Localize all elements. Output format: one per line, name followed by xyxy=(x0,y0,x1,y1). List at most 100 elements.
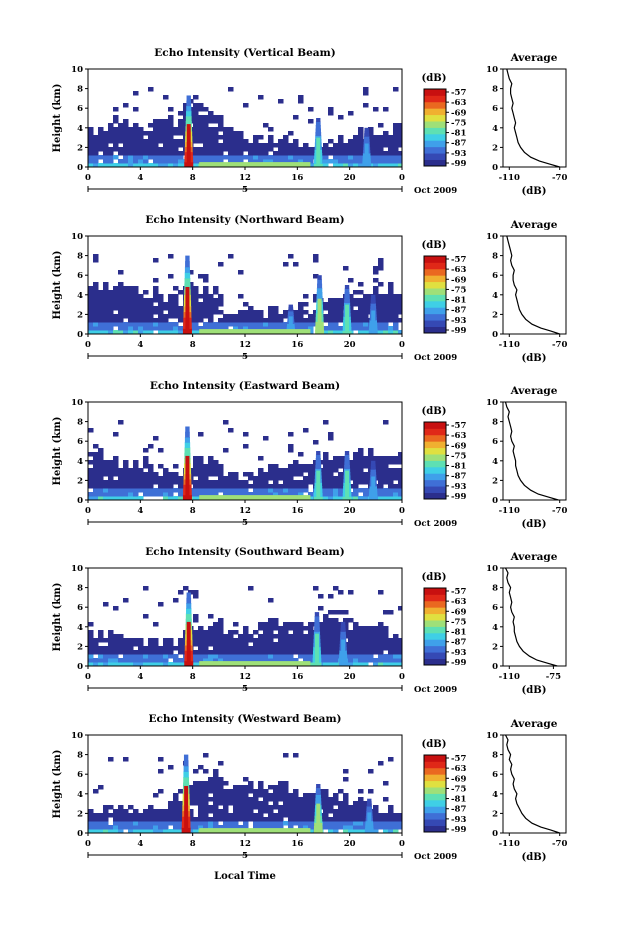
echo-cell xyxy=(278,781,284,786)
echo-cell xyxy=(243,432,249,437)
echo-cell xyxy=(118,472,124,477)
echo-cell xyxy=(323,147,329,152)
storm-column-cell xyxy=(314,612,320,617)
echo-cell xyxy=(253,147,259,152)
echo-cell xyxy=(278,650,284,655)
echo-cell xyxy=(298,634,304,639)
echo-cell xyxy=(298,464,304,469)
date-label: Oct 2009 xyxy=(414,519,457,529)
echo-cell xyxy=(348,460,354,465)
echo-cell xyxy=(328,825,334,830)
echo-cell xyxy=(213,492,219,497)
echo-cell xyxy=(133,468,139,473)
echo-cell xyxy=(388,286,394,291)
echo-cell xyxy=(98,139,104,144)
echo-cell xyxy=(373,270,379,275)
colorbar-swatch xyxy=(424,466,446,474)
echo-cell xyxy=(243,642,249,647)
echo-cell xyxy=(233,638,239,643)
echo-cell xyxy=(363,662,369,666)
echo-cell xyxy=(178,159,184,164)
echo-cell xyxy=(213,488,219,493)
echo-cell xyxy=(333,306,339,311)
colorbar-swatch xyxy=(424,281,446,289)
echo-cell xyxy=(363,646,369,651)
storm-column-cell xyxy=(315,787,321,792)
echo-cell xyxy=(288,821,294,826)
echo-cell xyxy=(153,654,159,659)
storm-column-cell xyxy=(343,468,351,473)
echo-cell xyxy=(98,650,104,655)
echo-cell xyxy=(298,630,304,635)
echo-cell xyxy=(273,476,279,481)
echo-cell xyxy=(203,634,209,639)
colorbar-tick-label: -75 xyxy=(451,784,466,794)
echo-cell xyxy=(188,825,194,830)
echo-cell xyxy=(113,646,119,651)
echo-cell xyxy=(213,789,219,794)
echo-cell xyxy=(243,444,249,449)
echo-cell xyxy=(338,326,344,331)
echo-cell xyxy=(358,662,364,666)
average-y-tick-label: 4 xyxy=(492,291,498,301)
echo-cell xyxy=(368,646,374,651)
echo-cell xyxy=(123,131,129,136)
echo-cell xyxy=(163,472,169,477)
echo-cell xyxy=(93,817,99,822)
echo-cell xyxy=(153,476,159,481)
echo-cell xyxy=(278,143,284,148)
echo-cell xyxy=(128,298,134,303)
echo-cell xyxy=(278,805,284,810)
echo-cell xyxy=(268,626,274,631)
echo-cell xyxy=(298,155,304,160)
echo-cell xyxy=(173,598,179,603)
echo-cell xyxy=(398,488,402,493)
average-y-tick-label: 0 xyxy=(492,496,498,506)
echo-cell xyxy=(123,821,129,826)
echo-cell xyxy=(103,484,109,489)
echo-cell xyxy=(193,103,199,108)
echo-cell xyxy=(353,488,359,493)
echo-cell xyxy=(298,821,304,826)
echo-cell xyxy=(253,642,259,647)
echo-cell xyxy=(203,298,209,303)
echo-cell xyxy=(118,484,124,489)
storm-column-cell xyxy=(315,798,322,802)
colorbar-swatch xyxy=(424,294,446,302)
echo-cell xyxy=(128,650,134,655)
echo-cell xyxy=(198,793,204,798)
echo-cell xyxy=(393,127,399,132)
average-x-label: (dB) xyxy=(522,186,547,197)
echo-cell xyxy=(333,650,339,655)
echo-cell xyxy=(233,658,239,663)
echo-cell xyxy=(103,131,109,136)
echo-cell xyxy=(163,159,169,164)
colorbar-swatch xyxy=(424,652,446,659)
echo-cell xyxy=(93,488,99,493)
echo-cell xyxy=(208,468,214,473)
echo-cell xyxy=(358,330,364,334)
echo-cell xyxy=(233,322,239,327)
echo-cell xyxy=(168,135,174,140)
echo-cell xyxy=(208,650,214,655)
colorbar-swatch xyxy=(424,755,446,762)
echo-cell xyxy=(223,813,229,818)
echo-cell xyxy=(378,135,384,140)
echo-cell xyxy=(103,143,109,148)
echo-cell xyxy=(238,310,244,315)
echo-cell xyxy=(178,813,184,818)
echo-cell xyxy=(158,298,164,303)
echo-cell xyxy=(303,817,309,822)
echo-cell xyxy=(238,322,244,327)
echo-cell xyxy=(143,809,149,814)
average-y-tick-label: 6 xyxy=(492,770,498,780)
echo-cell xyxy=(288,488,294,493)
echo-cell xyxy=(88,286,94,291)
echo-cell xyxy=(153,139,159,144)
echo-cell xyxy=(103,829,109,833)
echo-cell xyxy=(93,829,99,833)
echo-cell xyxy=(228,472,234,477)
storm-column-cell xyxy=(340,625,346,629)
echo-cell xyxy=(98,829,104,833)
echo-cell xyxy=(198,326,204,331)
